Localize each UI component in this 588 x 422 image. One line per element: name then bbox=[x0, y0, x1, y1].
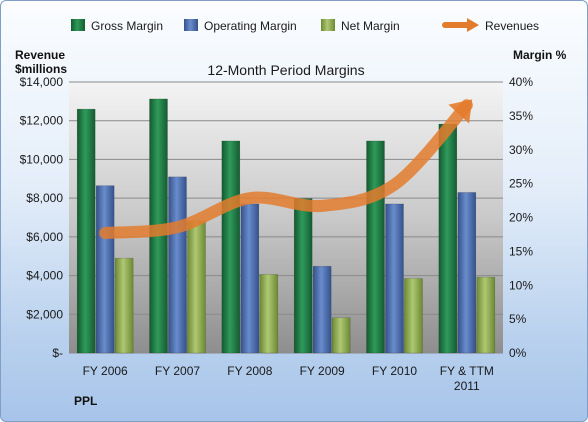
bar-operating-margin bbox=[312, 266, 332, 354]
right-tick-label: 15% bbox=[509, 244, 533, 258]
right-axis-ticks: 0% 5% 10% 15% 20% 25% 30% 35% 40% bbox=[509, 75, 533, 360]
legend-label-operating-margin: Operating Margin bbox=[204, 19, 297, 33]
bar-net-margin bbox=[404, 278, 423, 354]
right-tick-label: 30% bbox=[509, 143, 533, 157]
legend-label-net-margin: Net Margin bbox=[341, 19, 400, 33]
bar-net-margin bbox=[331, 317, 351, 354]
bar-gross-margin bbox=[76, 108, 96, 354]
right-tick-label: 20% bbox=[509, 211, 533, 225]
right-tick-label: 35% bbox=[509, 109, 533, 123]
bar-net-margin bbox=[259, 274, 279, 354]
bar-gross-margin bbox=[438, 123, 458, 354]
left-tick-label: $10,000 bbox=[20, 152, 64, 166]
x-tick-label: FY 2009 bbox=[300, 364, 345, 378]
x-tick-label: FY & TTM 2011 bbox=[440, 364, 494, 393]
x-tick-label: FY 2008 bbox=[227, 364, 272, 378]
plot-area bbox=[69, 82, 503, 353]
bar-operating-margin bbox=[457, 192, 477, 354]
legend-swatch-operating-margin bbox=[184, 19, 198, 31]
left-axis-ticks: $- $2,000 $4,000 $6,000 $8,000 $10,000 $12,000… bbox=[20, 75, 64, 360]
right-axis-title: Margin % bbox=[513, 48, 567, 62]
left-tick-label: $2,000 bbox=[26, 307, 63, 321]
right-tick-label: 25% bbox=[509, 177, 533, 191]
bar-operating-margin bbox=[95, 185, 115, 354]
company-label: PPL bbox=[74, 394, 97, 408]
legend-label-gross-margin: Gross Margin bbox=[91, 19, 163, 33]
left-tick-label: $8,000 bbox=[26, 191, 63, 205]
bar-operating-margin bbox=[240, 203, 260, 354]
left-tick-label: $6,000 bbox=[26, 230, 63, 244]
legend-label-revenues: Revenues bbox=[485, 19, 539, 33]
bar-net-margin bbox=[476, 276, 496, 354]
bar-gross-margin bbox=[293, 198, 313, 354]
revenue-arrowhead bbox=[448, 99, 473, 124]
right-tick-label: 5% bbox=[509, 312, 527, 326]
revenue-line bbox=[99, 99, 473, 239]
left-tick-label: $12,000 bbox=[20, 114, 64, 128]
left-axis-title-line1: Revenue bbox=[15, 48, 65, 62]
x-tick-label: FY 2010 bbox=[372, 364, 417, 378]
bar-gross-margin bbox=[366, 140, 385, 354]
left-tick-label: $14,000 bbox=[20, 75, 64, 89]
left-tick-label: $4,000 bbox=[26, 269, 63, 283]
left-axis-title-line2: $millions bbox=[15, 62, 67, 76]
legend-swatch-net-margin bbox=[321, 19, 335, 31]
left-tick-label: $- bbox=[52, 346, 63, 360]
legend-swatch-revenues bbox=[442, 18, 479, 32]
bar-operating-margin bbox=[168, 176, 187, 354]
chart-title: 12-Month Period Margins bbox=[207, 62, 364, 78]
right-tick-label: 0% bbox=[509, 346, 527, 360]
right-tick-label: 40% bbox=[509, 75, 533, 89]
right-tick-label: 10% bbox=[509, 278, 533, 292]
x-tick-label: FY 2007 bbox=[155, 364, 200, 378]
x-tick-label: FY 2006 bbox=[83, 364, 128, 378]
legend-swatch-gross-margin bbox=[71, 19, 85, 31]
legend: Gross Margin Operating Margin Net Margin… bbox=[71, 18, 539, 33]
revenue-line-path bbox=[99, 99, 473, 239]
bar-net-margin bbox=[114, 257, 134, 354]
bar-net-margin bbox=[187, 220, 206, 354]
bar-gross-margin bbox=[221, 140, 241, 354]
bar-operating-margin bbox=[385, 203, 404, 354]
x-axis-ticks: FY 2006 FY 2007 FY 2008 FY 2009 FY 2010 FY & … bbox=[83, 364, 494, 393]
